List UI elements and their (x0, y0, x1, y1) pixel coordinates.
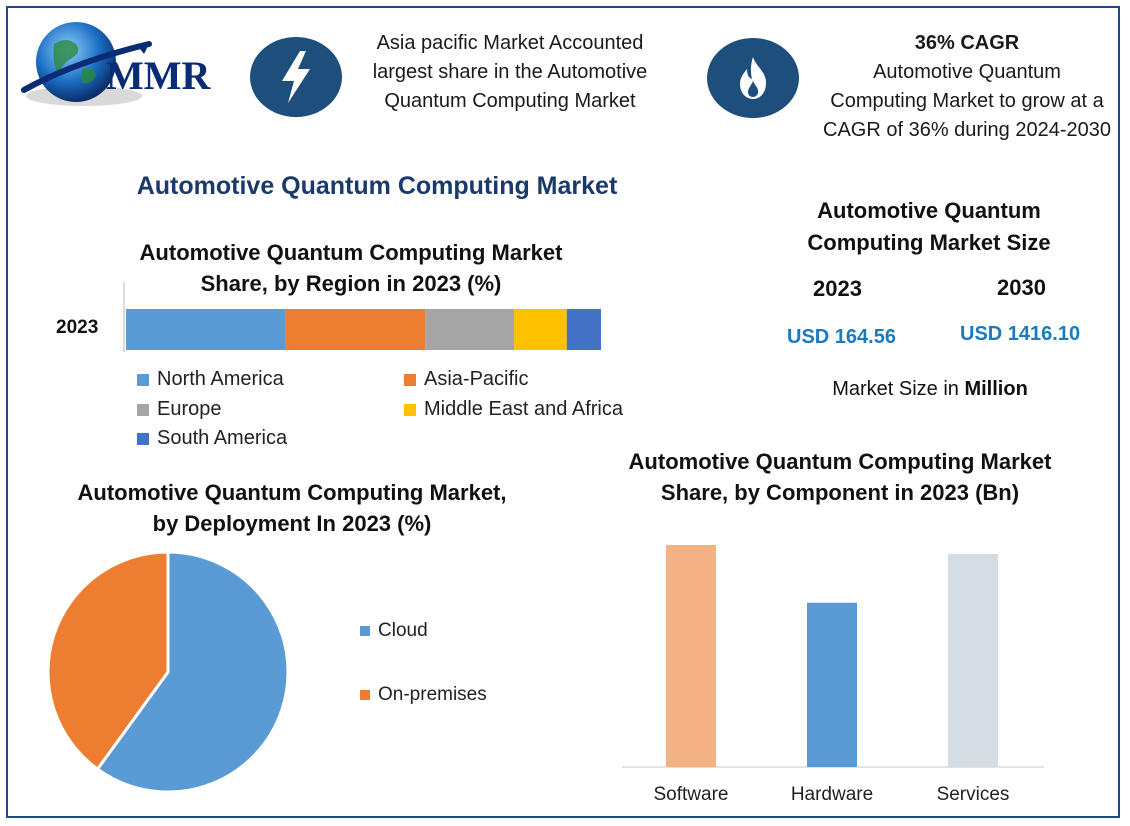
legend-label: Asia-Pacific (424, 368, 529, 390)
note-prefix: Market Size in (832, 378, 965, 400)
cagr-highlight: 36% CAGR Automotive Quantum Computing Ma… (822, 29, 1112, 145)
legend-label: South America (157, 427, 288, 449)
legend-label: On-premises (378, 684, 487, 705)
legend-swatch (137, 403, 149, 416)
year-2023: 2023 (813, 276, 862, 301)
cagr-title: 36% CAGR (914, 32, 1020, 54)
component-chart-title: Automotive Quantum Computing Market Shar… (628, 449, 1052, 505)
logo-text: MMR (106, 53, 212, 98)
legend-label: North America (157, 368, 284, 390)
legend-asia-pacific: Asia-Pacific (404, 368, 528, 391)
legend-swatch (360, 690, 370, 700)
legend-on-premises: On-premises (360, 684, 487, 706)
legend-label: Cloud (378, 620, 428, 641)
legend-swatch (137, 373, 149, 386)
infographic-frame (6, 6, 1120, 818)
legend-swatch (404, 373, 416, 386)
lightning-bolt-icon (282, 51, 310, 103)
page-title: Automotive Quantum Computing Market (136, 172, 618, 200)
mmr-logo: MMR (21, 22, 212, 106)
legend-swatch (404, 403, 416, 416)
bar-label-software: Software (653, 784, 729, 805)
highlight-asia-pacific: Asia pacific Market Accounted largest sh… (372, 32, 648, 112)
cagr-text: Automotive Quantum Computing Market to g… (823, 61, 1111, 141)
market-size-2030: USD 1416.10 (960, 323, 1081, 345)
legend-mea: Middle East and Africa (404, 398, 623, 421)
highlight-icon-circle (250, 37, 342, 117)
bar-label-hardware: Hardware (790, 784, 874, 805)
legend-south-america: South America (137, 427, 287, 450)
legend-label: Europe (157, 398, 222, 420)
region-category-label: 2023 (56, 317, 99, 338)
cagr-icon-circle (707, 38, 799, 118)
region-chart-title: Automotive Quantum Computing Market Shar… (139, 240, 563, 296)
market-size-unit-note: Market Size in Million (760, 378, 1100, 401)
legend-swatch (360, 626, 370, 636)
year-2030: 2030 (997, 275, 1046, 300)
market-size-2023: USD 164.56 (787, 326, 896, 348)
deployment-chart-title: Automotive Quantum Computing Market, by … (77, 480, 507, 536)
legend-north-america: North America (137, 368, 284, 391)
bar-label-services: Services (936, 784, 1010, 805)
flame-icon (740, 57, 766, 99)
legend-label: Middle East and Africa (424, 398, 623, 420)
globe-icon (36, 22, 116, 102)
legend-swatch (137, 432, 149, 445)
legend-cloud: Cloud (360, 620, 428, 642)
note-unit: Million (964, 378, 1028, 400)
market-size-title: Automotive Quantum Computing Market Size (807, 198, 1051, 255)
legend-europe: Europe (137, 398, 222, 421)
